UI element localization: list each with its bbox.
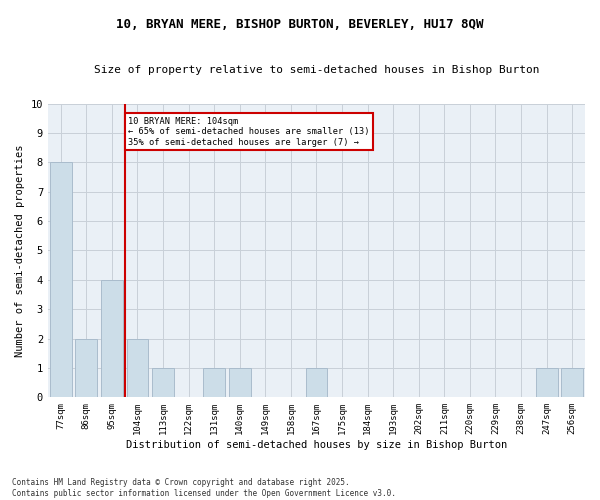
Text: 10, BRYAN MERE, BISHOP BURTON, BEVERLEY, HU17 8QW: 10, BRYAN MERE, BISHOP BURTON, BEVERLEY,…	[116, 18, 484, 30]
Bar	[536, 368, 557, 398]
Bar	[562, 368, 583, 398]
Title: Size of property relative to semi-detached houses in Bishop Burton: Size of property relative to semi-detach…	[94, 65, 539, 75]
Text: Contains HM Land Registry data © Crown copyright and database right 2025.
Contai: Contains HM Land Registry data © Crown c…	[12, 478, 396, 498]
Bar	[229, 368, 251, 398]
Bar	[152, 368, 174, 398]
Bar	[305, 368, 328, 398]
X-axis label: Distribution of semi-detached houses by size in Bishop Burton: Distribution of semi-detached houses by …	[126, 440, 507, 450]
Bar	[50, 162, 71, 398]
Y-axis label: Number of semi-detached properties: Number of semi-detached properties	[15, 144, 25, 356]
Bar	[203, 368, 225, 398]
Bar	[76, 338, 97, 398]
Bar	[127, 338, 148, 398]
Text: 10 BRYAN MERE: 104sqm
← 65% of semi-detached houses are smaller (13)
35% of semi: 10 BRYAN MERE: 104sqm ← 65% of semi-deta…	[128, 117, 370, 146]
Bar	[101, 280, 123, 398]
